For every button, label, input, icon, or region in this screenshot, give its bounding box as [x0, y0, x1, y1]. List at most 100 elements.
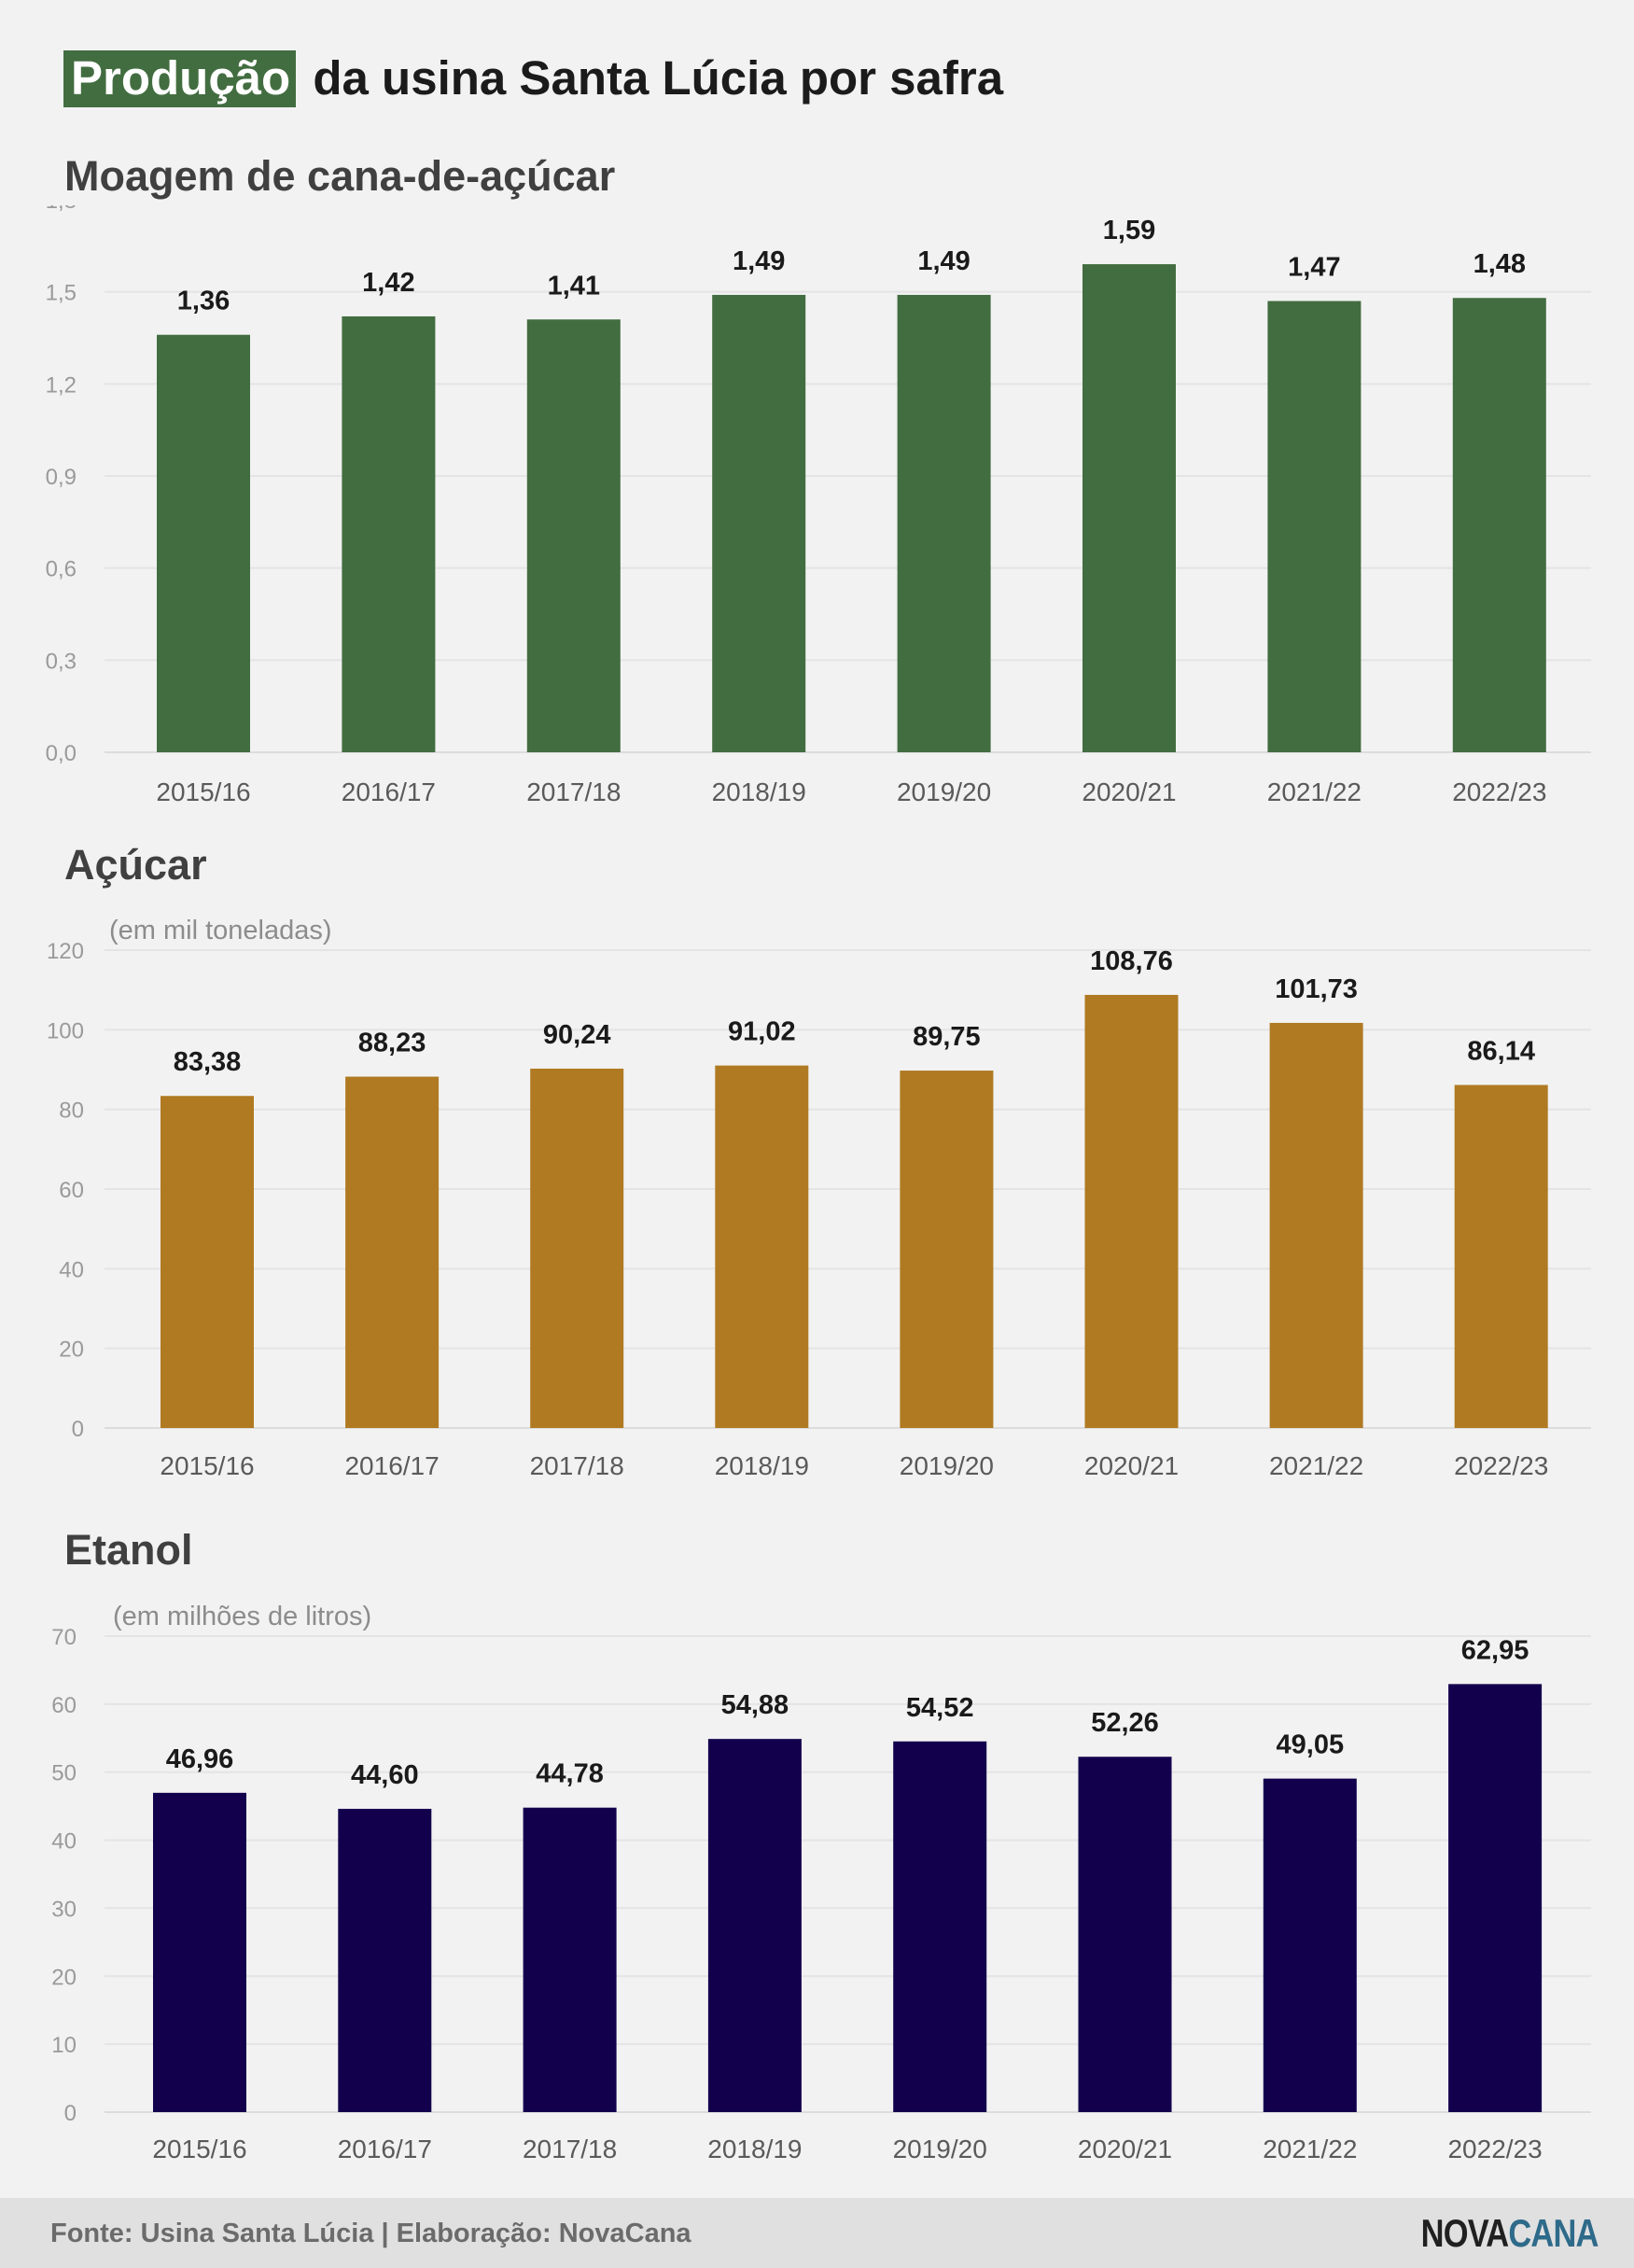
moagem-x-tick-label: 2020/21: [1082, 777, 1176, 806]
etanol-y-tick-label: 0: [64, 2101, 77, 2126]
etanol-bar: [1263, 1778, 1357, 2112]
chart-acucar-svg: (em mil toneladas) 0 20 40 60 80 100 120 83,38 20…: [47, 916, 1591, 1480]
etanol-y-tick-label: 10: [51, 2033, 77, 2058]
acucar-y-tick-label: 80: [59, 1099, 84, 1124]
moagem-y-tick-label: 0,9: [46, 465, 77, 490]
etanol-y-tick-label: 60: [51, 1693, 77, 1718]
etanol-bar: [523, 1807, 617, 2112]
acucar-value-label: 83,38: [174, 1047, 242, 1077]
etanol-x-tick-label: 2015/16: [152, 2135, 246, 2163]
acucar-value-label: 101,73: [1275, 974, 1358, 1004]
etanol-bar: [1448, 1684, 1543, 2112]
acucar-value-label: 89,75: [913, 1022, 981, 1052]
etanol-x-tick-label: 2019/20: [893, 2135, 987, 2163]
acucar-bar: [345, 1076, 440, 1428]
etanol-value-label: 54,88: [721, 1690, 789, 1720]
moagem-bar: [712, 294, 806, 752]
page-title-highlight: Produção: [63, 50, 297, 107]
moagem-bar: [1267, 301, 1362, 752]
chart-etanol-svg: (em milhões de litros) 0 10 20 30 40 50 60 70 46,…: [51, 1602, 1591, 2163]
etanol-value-label: 44,78: [536, 1759, 604, 1789]
moagem-bar: [1452, 298, 1546, 752]
chart-moagem-svg: (em milhões de toneladas)0,00,30,60,91,2…: [46, 205, 1591, 806]
acucar-bar: [1454, 1085, 1548, 1428]
chart-title-acucar: Açúcar: [64, 841, 207, 889]
moagem-y-tick-label: 0,6: [46, 557, 77, 582]
moagem-x-tick-label: 2022/23: [1452, 777, 1546, 806]
logo-part-nova: NOVA: [1421, 2211, 1509, 2255]
moagem-value-label: 1,59: [1103, 216, 1155, 245]
acucar-y-tick-label: 60: [59, 1178, 84, 1203]
etanol-value-label: 52,26: [1091, 1708, 1159, 1738]
moagem-value-label: 1,49: [917, 246, 970, 276]
novacana-logo: NOVACANA: [1421, 2211, 1599, 2256]
acucar-bar: [1269, 1022, 1363, 1428]
moagem-y-tick-label: 0,0: [46, 741, 77, 766]
moagem-x-tick-label: 2016/17: [342, 777, 436, 806]
acucar-bar: [1084, 994, 1179, 1428]
moagem-x-tick-label: 2015/16: [156, 777, 250, 806]
acucar-x-tick-label: 2017/18: [530, 1451, 624, 1480]
acucar-x-tick-label: 2020/21: [1084, 1451, 1179, 1480]
etanol-y-tick-label: 30: [51, 1897, 77, 1922]
acucar-value-label: 86,14: [1467, 1036, 1535, 1066]
footer-source: Fonte: Usina Santa Lúcia | Elaboração: N…: [50, 2219, 691, 2248]
etanol-y-tick-label: 70: [51, 1625, 77, 1650]
moagem-value-label: 1,49: [733, 246, 785, 276]
acucar-x-tick-label: 2021/22: [1269, 1451, 1363, 1480]
etanol-value-label: 54,52: [906, 1693, 974, 1723]
acucar-y-tick-label: 120: [47, 939, 84, 964]
moagem-bar: [157, 334, 250, 752]
acucar-y-tick-label: 20: [59, 1337, 84, 1363]
acucar-x-tick-label: 2016/17: [344, 1451, 439, 1480]
acucar-value-label: 90,24: [543, 1020, 611, 1050]
etanol-bar: [893, 1741, 987, 2112]
etanol-x-tick-label: 2022/23: [1447, 2135, 1542, 2163]
acucar-bar: [715, 1065, 809, 1428]
moagem-y-tick-label: 0,3: [46, 649, 77, 674]
acucar-unit-label: (em mil toneladas): [109, 916, 332, 945]
etanol-x-tick-label: 2020/21: [1078, 2135, 1172, 2163]
moagem-value-label: 1,48: [1473, 249, 1526, 279]
moagem-bar: [897, 294, 991, 752]
etanol-x-tick-label: 2018/19: [707, 2135, 802, 2163]
etanol-bar: [707, 1739, 802, 2112]
moagem-value-label: 1,36: [177, 287, 230, 316]
acucar-value-label: 88,23: [358, 1029, 426, 1058]
moagem-x-tick-label: 2017/18: [526, 777, 621, 806]
page-title-rest: da usina Santa Lúcia por safra: [313, 51, 1004, 105]
moagem-x-tick-label: 2019/20: [897, 777, 991, 806]
logo-part-cana: CANA: [1508, 2211, 1599, 2255]
moagem-y-tick-label: 1,8: [46, 205, 77, 214]
etanol-x-tick-label: 2021/22: [1263, 2135, 1357, 2163]
acucar-bar: [161, 1096, 254, 1428]
acucar-y-tick-label: 100: [47, 1018, 84, 1043]
acucar-x-tick-label: 2019/20: [900, 1451, 994, 1480]
acucar-value-label: 108,76: [1090, 946, 1173, 976]
moagem-y-tick-label: 1,2: [46, 372, 77, 398]
moagem-value-label: 1,41: [548, 271, 600, 301]
acucar-value-label: 91,02: [728, 1017, 796, 1047]
chart-title-moagem: Moagem de cana-de-açúcar: [64, 152, 616, 200]
etanol-value-label: 46,96: [166, 1744, 234, 1774]
page-title: Produção da usina Santa Lúcia por safra: [63, 50, 1003, 107]
moagem-value-label: 1,47: [1288, 253, 1340, 283]
acucar-x-tick-label: 2022/23: [1454, 1451, 1548, 1480]
moagem-x-tick-label: 2018/19: [712, 777, 806, 806]
chart-title-etanol: Etanol: [64, 1526, 193, 1574]
etanol-y-tick-label: 40: [51, 1829, 77, 1855]
etanol-value-label: 49,05: [1277, 1730, 1345, 1760]
etanol-bar: [1078, 1757, 1172, 2112]
etanol-y-tick-label: 20: [51, 1965, 77, 1990]
etanol-x-tick-label: 2017/18: [523, 2135, 617, 2163]
acucar-y-tick-label: 40: [59, 1257, 84, 1282]
moagem-y-tick-label: 1,5: [46, 281, 77, 306]
etanol-y-tick-label: 50: [51, 1761, 77, 1786]
etanol-unit-label: (em milhões de litros): [113, 1602, 371, 1631]
etanol-bar: [153, 1792, 246, 2112]
acucar-x-tick-label: 2015/16: [160, 1451, 254, 1480]
acucar-x-tick-label: 2018/19: [715, 1451, 809, 1480]
acucar-y-tick-label: 0: [72, 1417, 84, 1442]
etanol-bar: [338, 1809, 432, 2112]
moagem-x-tick-label: 2021/22: [1267, 777, 1362, 806]
